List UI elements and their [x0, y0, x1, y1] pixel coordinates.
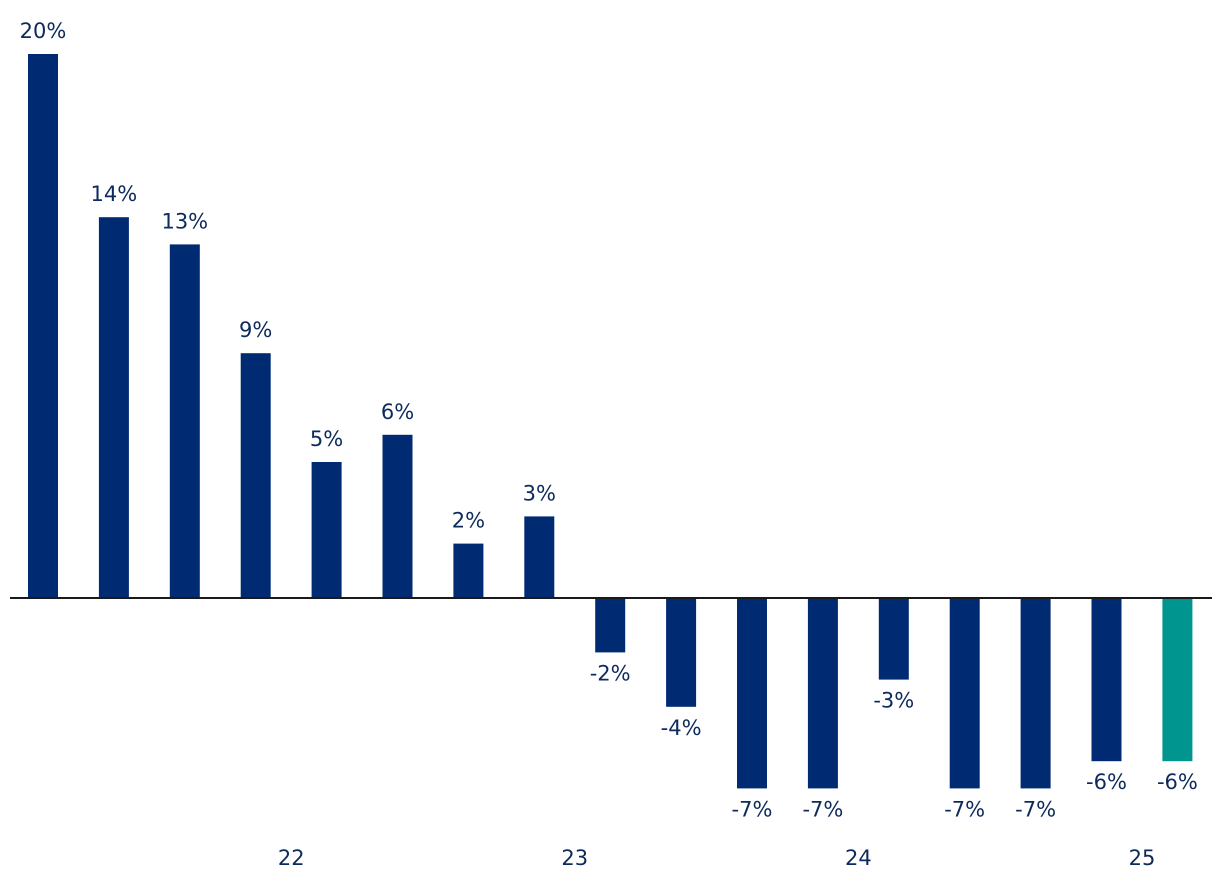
bar-value-label-8: 3%: [523, 481, 556, 505]
bar-6: [382, 434, 413, 598]
bar-value-label-3: 13%: [161, 209, 208, 233]
bar-value-label-11: -7%: [732, 797, 773, 821]
bars-group: [28, 54, 1193, 789]
bar-9: [595, 598, 626, 653]
bar-value-label-9: -2%: [590, 661, 631, 685]
x-axis-tick-labels: 22 23 24 25: [278, 846, 1156, 870]
bar-value-label-4: 9%: [239, 318, 272, 342]
bar-value-label-6: 6%: [381, 400, 414, 424]
bar-value-label-7: 2%: [452, 509, 485, 533]
bar-10: [666, 598, 697, 707]
bar-17: [1162, 598, 1193, 762]
x-tick-label-22: 22: [278, 846, 305, 870]
bar-16: [1091, 598, 1122, 762]
bar-value-label-2: 14%: [91, 182, 138, 206]
value-labels-group: 20% 14% 13% 9% 5% 6% 2% 3% -2% -4% -7% -7% -3% -7% -7%…: [20, 19, 1198, 821]
bar-13: [878, 598, 909, 680]
bar-value-label-12: -7%: [802, 797, 843, 821]
bar-1: [28, 54, 58, 598]
bar-value-label-17: -6%: [1157, 770, 1198, 794]
bar-3: [169, 244, 200, 598]
x-tick-label-23: 23: [561, 846, 588, 870]
bar-value-label-10: -4%: [661, 716, 702, 740]
x-tick-label-24: 24: [845, 846, 872, 870]
bar-12: [807, 598, 838, 789]
bar-value-label-5: 5%: [310, 427, 343, 451]
bar-2: [98, 217, 129, 598]
bar-15: [1020, 598, 1051, 789]
bar-8: [524, 516, 555, 598]
bar-value-label-1: 20%: [20, 19, 67, 43]
bar-value-label-13: -3%: [873, 689, 914, 713]
bar-7: [453, 543, 484, 598]
bar-11: [737, 598, 767, 789]
bar-14: [949, 598, 980, 789]
bar-value-label-14: -7%: [944, 797, 985, 821]
bar-5: [311, 462, 342, 598]
bar-value-label-15: -7%: [1015, 797, 1056, 821]
bar-value-label-16: -6%: [1086, 770, 1127, 794]
bar-4: [240, 353, 271, 598]
x-tick-label-25: 25: [1129, 846, 1156, 870]
